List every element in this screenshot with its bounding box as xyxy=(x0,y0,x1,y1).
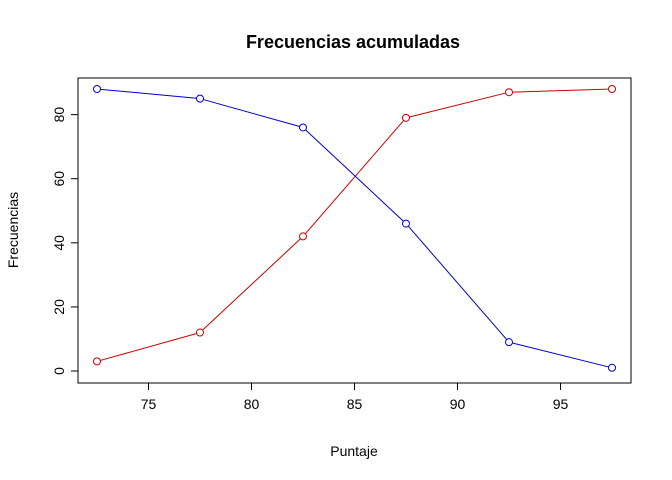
plot-frame xyxy=(77,77,632,384)
data-point xyxy=(299,232,307,241)
series-1 xyxy=(93,85,616,366)
y-tick-label: 40 xyxy=(51,235,67,251)
series-line-segment xyxy=(407,225,508,340)
y-tick-label: 20 xyxy=(51,299,67,315)
x-tick-label: 85 xyxy=(347,396,363,412)
y-tick-label: 80 xyxy=(51,107,67,123)
data-point xyxy=(299,123,307,132)
series-line-segment xyxy=(512,342,609,368)
series-line-segment xyxy=(202,238,301,331)
x-tick-label: 90 xyxy=(450,396,466,412)
data-point xyxy=(196,328,204,337)
data-point xyxy=(608,85,616,93)
data-point xyxy=(505,338,513,347)
series-layer xyxy=(93,85,616,372)
data-point xyxy=(93,357,101,366)
data-point xyxy=(402,219,410,228)
data-point xyxy=(402,113,410,122)
series-line-segment xyxy=(304,120,405,235)
x-axis: 75 80 85 90 95 xyxy=(141,382,569,412)
data-point xyxy=(196,94,204,103)
y-tick-label: 60 xyxy=(51,171,67,187)
data-point xyxy=(505,88,513,97)
series-line-segment xyxy=(305,129,404,222)
data-point xyxy=(93,85,101,93)
data-point xyxy=(608,363,616,372)
y-tick-label: 0 xyxy=(51,367,67,375)
series-line-segment xyxy=(100,333,197,361)
series-2 xyxy=(93,85,616,372)
series-line-segment xyxy=(100,88,197,99)
series-line-segment xyxy=(203,99,300,127)
series-line-segment xyxy=(409,92,506,118)
x-tick-label: 95 xyxy=(553,396,569,412)
chart-title: Frecuencias acumuladas xyxy=(246,32,460,52)
x-tick-label: 80 xyxy=(244,396,260,412)
series-line-segment xyxy=(512,88,609,93)
x-tick-label: 75 xyxy=(141,396,157,412)
y-axis-label: Frecuencias xyxy=(5,192,21,268)
x-axis-label: Puntaje xyxy=(330,443,378,459)
y-axis: 0 20 40 60 80 xyxy=(51,107,79,375)
